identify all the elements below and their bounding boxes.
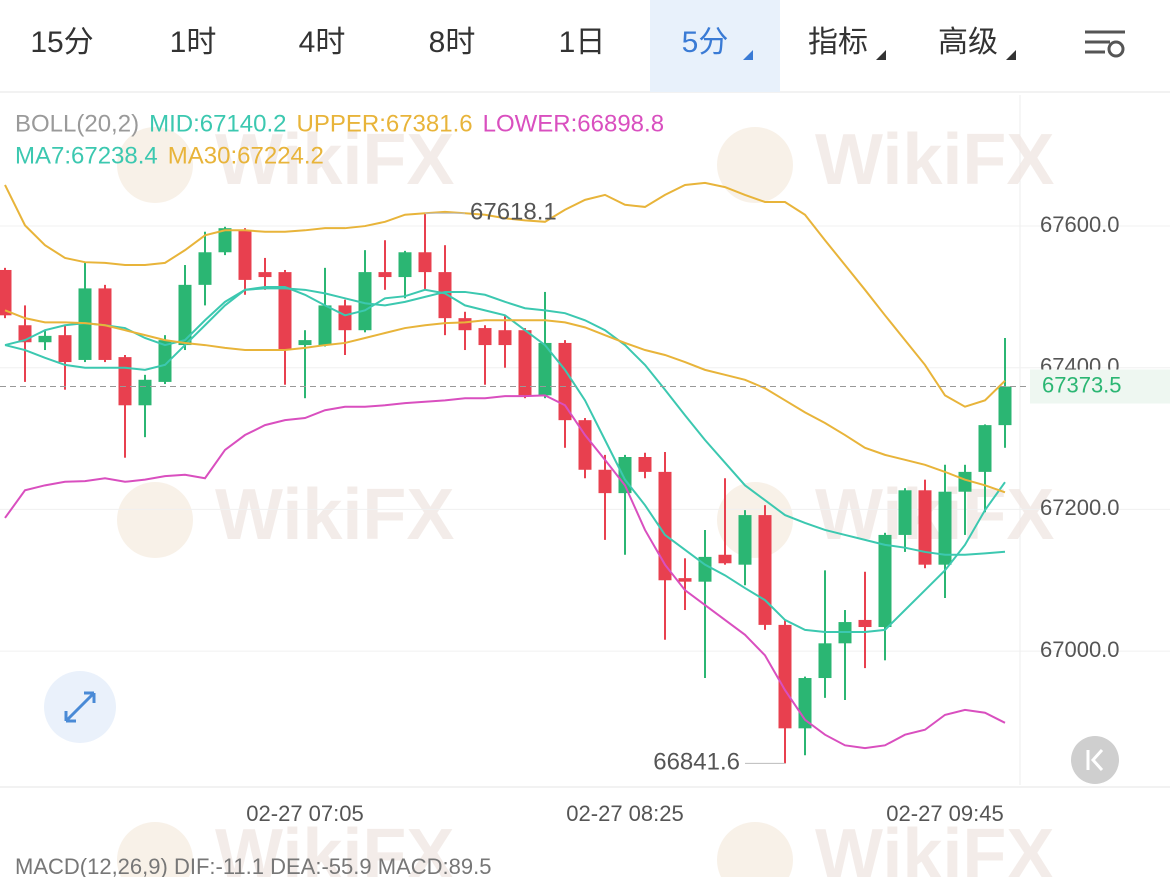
candle-body (958, 471, 972, 492)
legend-entry: BOLL(20,2) (15, 110, 139, 137)
tab[interactable]: 指标 (808, 26, 868, 59)
indicator-line (4, 181, 1006, 408)
candle-body (98, 288, 112, 360)
candle-body (418, 252, 432, 273)
candle-body (598, 469, 612, 494)
candle-body (918, 490, 932, 565)
tab[interactable]: 15分 (30, 26, 93, 59)
tab[interactable]: 1时 (170, 26, 217, 59)
watermark-logo (717, 482, 793, 558)
watermark: WikiFX (215, 475, 454, 555)
tab[interactable]: 5分 (682, 26, 729, 59)
x-tick-label: 02-27 07:05 (246, 801, 363, 826)
candle-body (238, 230, 252, 280)
candle-body (438, 272, 452, 319)
candle-body (558, 342, 572, 421)
back-to-latest-button[interactable] (1071, 736, 1119, 784)
candle-body (218, 228, 232, 253)
watermark-logo (117, 482, 193, 558)
y-tick-label: 67200.0 (1040, 495, 1120, 520)
candle-body (478, 328, 492, 346)
candle-body (58, 335, 72, 363)
x-tick-label: 02-27 08:25 (566, 801, 683, 826)
candle-body (978, 425, 992, 472)
max-label: 67618.1 (470, 199, 557, 226)
candle-body (638, 457, 652, 472)
candle-body (38, 335, 52, 343)
candle-body (198, 252, 212, 285)
macd-label: MACD(12,26,9) DIF:-11.1 DEA:-55.9 MACD:8… (15, 854, 491, 877)
tab[interactable]: 1日 (559, 26, 606, 59)
candle-body (298, 340, 312, 346)
legend-entry: LOWER:66898.8 (483, 110, 664, 137)
candle-body (538, 342, 552, 396)
legend-entry: UPPER:67381.6 (297, 110, 473, 137)
tab-bar (0, 0, 1170, 92)
candle-body (998, 386, 1012, 426)
candle-body (818, 643, 832, 679)
candle-body (258, 272, 272, 278)
candle-body (338, 305, 352, 331)
watermark-logo (717, 127, 793, 203)
legend-entry: MA30:67224.2 (168, 142, 324, 169)
y-tick-label: 67600.0 (1040, 212, 1120, 237)
indicator-line (4, 309, 1006, 494)
y-tick-label: 67000.0 (1040, 637, 1120, 662)
watermark-logo (117, 822, 193, 877)
min-label: 66841.6 (653, 749, 740, 776)
tab-caret (876, 50, 886, 60)
candle-body (518, 330, 532, 396)
indicator-line (4, 287, 1006, 556)
active-tab-bg (650, 0, 780, 92)
candle-body (878, 534, 892, 628)
x-tick-label: 02-27 09:45 (886, 801, 1003, 826)
expand-button[interactable] (44, 671, 116, 743)
legend-entry: MID:67140.2 (149, 110, 286, 137)
tab-caret (1006, 50, 1016, 60)
last-price-label: 67373.5 (1042, 372, 1122, 397)
watermark-logo (117, 127, 193, 203)
watermarks: WikiFX WikiFX WikiFX WikiFX WikiFX WikiFX (117, 120, 1054, 877)
candle-body (718, 554, 732, 564)
watermark-logo (717, 822, 793, 877)
last-price-box (1030, 369, 1170, 404)
settings-icon[interactable] (1085, 30, 1125, 58)
candle-body (938, 491, 952, 565)
candle-body (678, 578, 692, 582)
candle-body (78, 288, 92, 360)
candle-body (138, 379, 152, 406)
tab[interactable]: 4时 (299, 26, 346, 59)
candle-body (118, 357, 132, 406)
candle-body (858, 619, 872, 628)
tab[interactable]: 高级 (938, 26, 998, 59)
candle-body (0, 269, 12, 316)
candle-body (898, 490, 912, 535)
indicator-line (4, 394, 1006, 750)
watermark: WikiFX (815, 120, 1054, 200)
candle-body (758, 515, 772, 625)
candle-body (158, 340, 172, 382)
legend-entry: MA7:67238.4 (15, 142, 158, 169)
indicator-line (4, 285, 1006, 633)
candle-body (358, 272, 372, 331)
candle-body (278, 272, 292, 351)
tab-caret (743, 50, 753, 60)
watermark: WikiFX (215, 815, 454, 877)
candle-body (458, 318, 472, 331)
tab[interactable]: 8时 (429, 26, 476, 59)
candle-body (578, 420, 592, 470)
candle-body (498, 330, 512, 346)
watermark: WikiFX (815, 815, 1054, 877)
candle-body (778, 624, 792, 729)
watermark: WikiFX (215, 120, 454, 200)
candle-body (738, 515, 752, 565)
watermark: WikiFX (815, 475, 1054, 555)
candle-body (398, 252, 412, 278)
candle-body (658, 471, 672, 581)
candle-body (378, 272, 392, 278)
candle-body (178, 284, 192, 346)
candle-body (318, 305, 332, 346)
